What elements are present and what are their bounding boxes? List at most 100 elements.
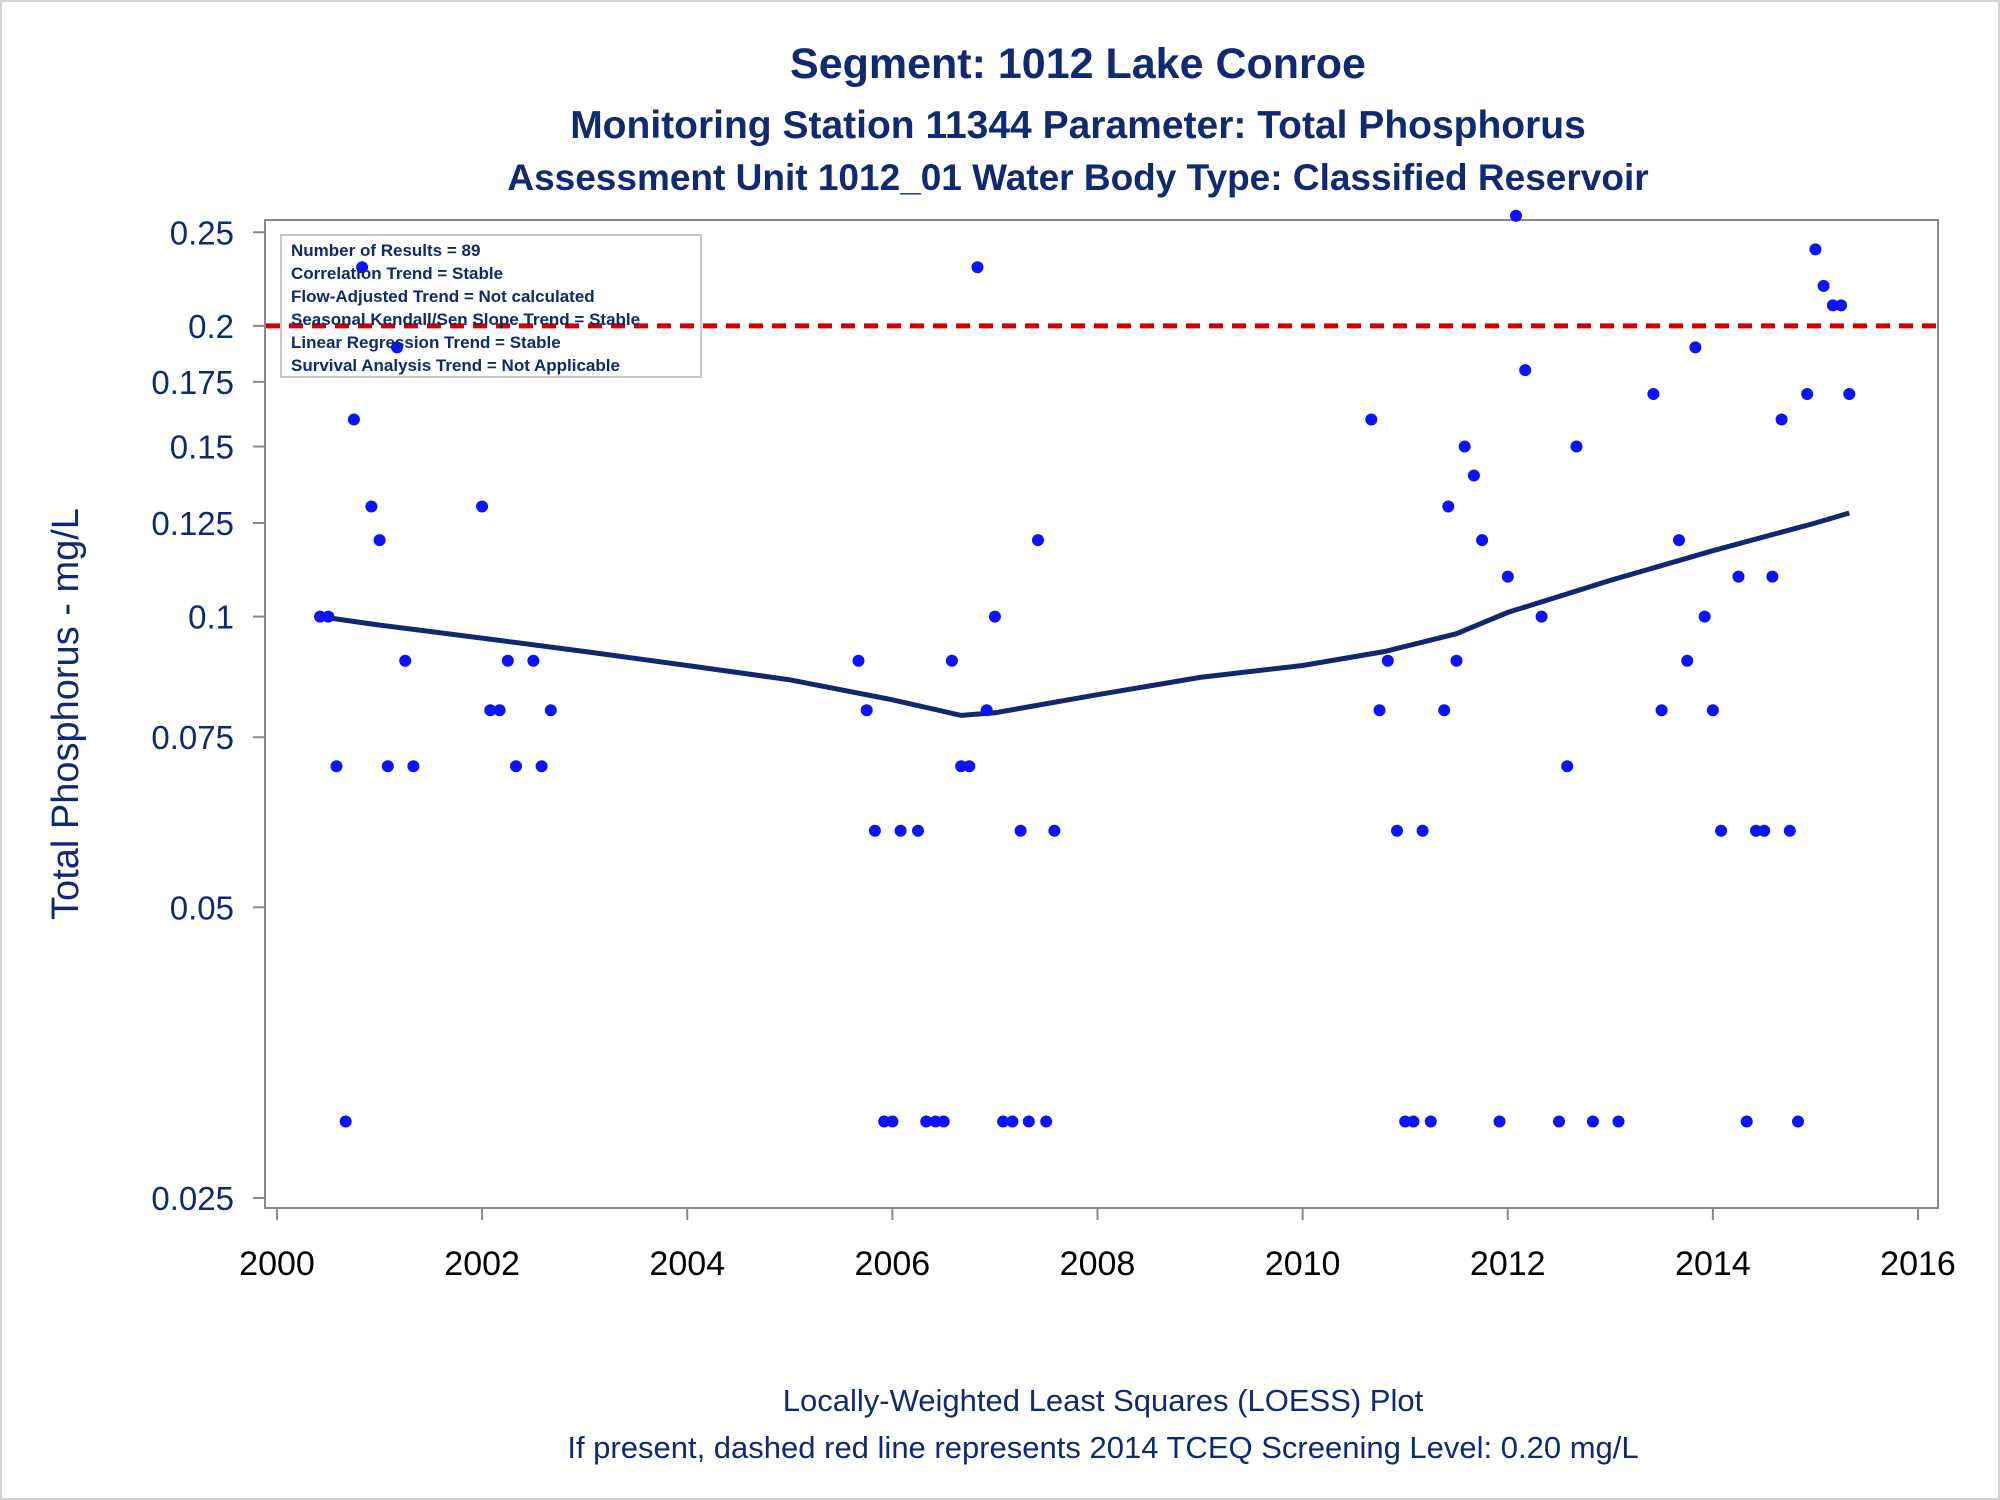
loess-trend-line — [319, 510, 1851, 718]
data-point — [501, 654, 514, 667]
data-point — [1467, 469, 1480, 482]
data-point — [407, 760, 420, 773]
stats-line: Survival Analysis Trend = Not Applicable — [291, 356, 620, 375]
data-point — [1766, 570, 1779, 583]
chart-subtitle: Monitoring Station 11344 Parameter: Tota… — [570, 104, 1586, 147]
data-point — [971, 261, 984, 274]
data-point — [1681, 654, 1694, 667]
data-point — [322, 610, 335, 623]
data-point — [1365, 413, 1378, 426]
data-point — [535, 760, 548, 773]
data-points — [314, 209, 1856, 1128]
data-point — [1655, 704, 1668, 717]
data-point — [1561, 760, 1574, 773]
y-tick-label: 0.125 — [151, 505, 234, 542]
data-point — [1501, 570, 1514, 583]
data-point — [980, 704, 993, 717]
data-point — [1570, 440, 1583, 453]
data-point — [929, 1115, 942, 1128]
data-point — [878, 1115, 891, 1128]
data-point — [493, 704, 506, 717]
data-point — [356, 261, 369, 274]
data-point — [860, 704, 873, 717]
data-point — [339, 1115, 352, 1128]
data-point — [1006, 1115, 1019, 1128]
data-point — [1391, 824, 1403, 837]
footnote-1: Locally-Weighted Least Squares (LOESS) P… — [783, 1383, 1424, 1418]
data-point — [391, 341, 403, 354]
data-point — [1817, 279, 1830, 292]
stats-line: Correlation Trend = Stable — [291, 264, 503, 283]
y-tick-label: 0.1 — [188, 599, 234, 636]
data-point — [1698, 610, 1711, 623]
footnote-2: If present, dashed red line represents 2… — [567, 1430, 1638, 1465]
data-point — [347, 413, 360, 426]
data-point — [1732, 570, 1745, 583]
data-point — [1519, 364, 1532, 377]
y-axis-label: Total Phosphorus - mg/L — [45, 508, 87, 920]
data-point — [373, 534, 386, 547]
data-point — [912, 824, 924, 837]
data-point — [1750, 824, 1762, 837]
data-point — [1826, 299, 1839, 312]
y-tick-label: 0.175 — [151, 364, 234, 401]
data-point — [1381, 654, 1394, 667]
data-point — [937, 1115, 950, 1128]
data-point — [1758, 824, 1771, 837]
x-tick-label: 2004 — [649, 1245, 725, 1283]
y-tick-label: 0.05 — [170, 889, 234, 926]
data-point — [894, 824, 907, 837]
stats-line: Number of Results = 89 — [291, 241, 480, 260]
data-point — [399, 654, 412, 667]
data-point — [1801, 388, 1814, 400]
data-point — [1416, 824, 1429, 837]
data-point — [1424, 1115, 1437, 1128]
data-point — [544, 704, 557, 717]
data-point — [920, 1115, 933, 1128]
data-point — [1535, 610, 1548, 623]
data-point — [1458, 440, 1471, 453]
y-tick-label: 0.15 — [170, 429, 234, 466]
x-axis: 2000 2002 2004 2006 2008 2010 2012 2014 2016 — [239, 1208, 1956, 1283]
data-point — [527, 654, 540, 667]
data-point — [1775, 413, 1788, 426]
data-point — [1450, 654, 1463, 667]
data-point — [955, 760, 968, 773]
y-tick-label: 0.25 — [170, 214, 234, 251]
data-point — [852, 654, 865, 667]
data-point — [1809, 243, 1822, 256]
x-tick-label: 2010 — [1265, 1245, 1341, 1283]
y-axis: 0.025 0.05 0.075 0.1 0.125 0.15 0.175 0.2 0.25 — [151, 214, 265, 1217]
x-tick-label: 2014 — [1675, 1245, 1751, 1283]
x-tick-label: 2000 — [239, 1245, 315, 1283]
y-tick-label: 0.2 — [188, 308, 234, 345]
data-point — [381, 760, 394, 773]
data-point — [1553, 1115, 1565, 1128]
data-point — [330, 760, 343, 773]
stats-line: Linear Regression Trend = Stable — [291, 333, 561, 352]
data-point — [1612, 1115, 1625, 1128]
data-point — [1032, 534, 1044, 547]
data-point — [510, 760, 522, 773]
data-point — [997, 1115, 1010, 1128]
data-point — [1689, 341, 1702, 354]
y-tick-label: 0.025 — [151, 1180, 234, 1217]
data-point — [1673, 534, 1685, 547]
data-point — [1792, 1115, 1804, 1128]
data-point — [365, 500, 378, 513]
data-point — [988, 610, 1001, 623]
chart-title: Segment: 1012 Lake Conroe — [790, 40, 1366, 88]
data-point — [1493, 1115, 1506, 1128]
x-tick-label: 2006 — [855, 1245, 931, 1283]
data-point — [1373, 704, 1386, 717]
data-point — [1706, 704, 1719, 717]
stats-box-border — [280, 234, 702, 378]
data-point — [1022, 1115, 1035, 1128]
data-point — [886, 1115, 899, 1128]
data-point — [1407, 1115, 1420, 1128]
stats-line: Flow-Adjusted Trend = Not calculated — [291, 287, 595, 306]
plot-area — [264, 219, 1939, 1209]
data-point — [314, 610, 327, 623]
